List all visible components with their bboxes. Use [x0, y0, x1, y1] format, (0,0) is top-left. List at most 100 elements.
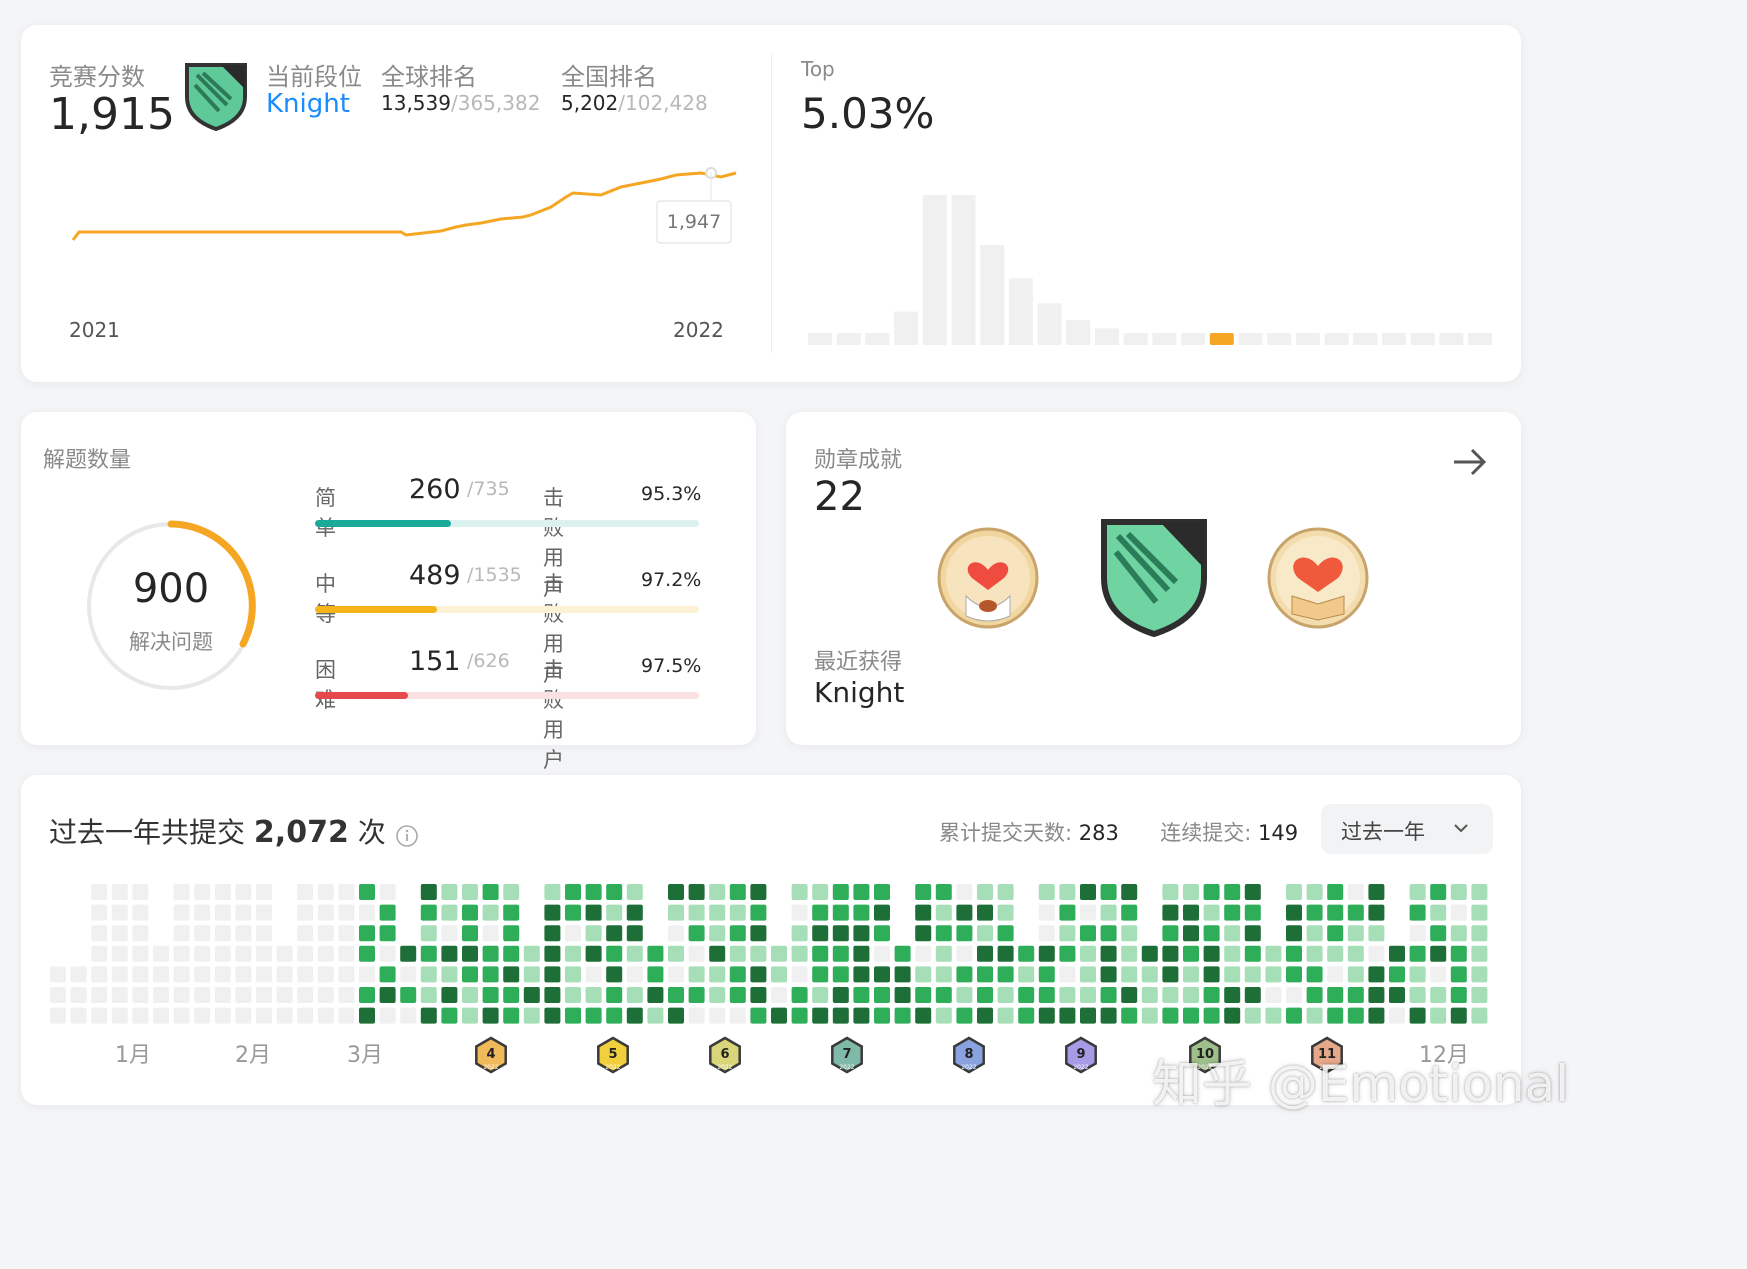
heatmap-cell — [1409, 987, 1426, 1003]
heatmap-cell — [874, 925, 890, 942]
heatmap-cell — [1450, 966, 1467, 983]
heatmap-cell — [359, 904, 375, 921]
heatmap-cell — [1265, 1007, 1282, 1024]
heatmap-cell — [791, 884, 808, 900]
heatmap-cell — [1244, 1007, 1261, 1024]
heatmap-cell — [153, 966, 169, 983]
heatmap-cell — [338, 1007, 355, 1024]
heatmap-cell — [523, 966, 540, 983]
distribution-bar-current — [1209, 333, 1234, 345]
heatmap-cell — [317, 1007, 334, 1024]
chart-start-label: 2021 — [69, 318, 120, 342]
month-badge-year: 2022 — [483, 1064, 498, 1071]
heatmap-cell — [1450, 945, 1467, 962]
heatmap-cell — [1100, 904, 1117, 921]
heatmap-cell — [544, 987, 561, 1003]
heatmap-cell — [1203, 904, 1220, 921]
national-rank-label: 全国排名 — [561, 63, 657, 91]
heatmap-cell — [1430, 945, 1447, 962]
difficulty-solved: 489 — [409, 560, 461, 591]
watermark: 知乎 @Emotional — [1152, 1055, 1570, 1113]
distribution-bar — [1324, 333, 1349, 345]
heatmap-cell — [1265, 945, 1282, 962]
heatmap-cell — [359, 987, 375, 1003]
heatmap-cell — [1080, 904, 1096, 921]
heatmap-cell — [111, 1007, 128, 1024]
recent-badge-value: Knight — [814, 676, 905, 709]
heatmap-cell — [1059, 966, 1076, 983]
heatmap-cell — [379, 904, 396, 921]
month-badge-year: 2022 — [717, 1064, 732, 1071]
heatmap-cell — [1162, 1007, 1179, 1024]
heart-book-badge-icon[interactable] — [1266, 526, 1370, 630]
heatmap-cell — [70, 966, 87, 983]
heatmap-cell — [214, 904, 231, 921]
heatmap-cell — [400, 966, 417, 983]
heatmap-cell — [235, 966, 252, 983]
heatmap-cell — [853, 966, 870, 983]
heatmap-cell — [874, 987, 890, 1003]
heatmap-cell — [668, 904, 684, 921]
month-badge-year: 2022 — [1319, 1064, 1334, 1071]
heatmap-cell — [709, 945, 726, 962]
beat-label: 击败用户 — [543, 658, 564, 772]
month-badge-icon: 8 2022 — [953, 1036, 985, 1074]
heatmap-cell — [1100, 884, 1117, 900]
heatmap-cell — [1347, 945, 1364, 962]
heatmap-cell — [709, 904, 726, 921]
heart-face-badge-icon[interactable] — [936, 526, 1040, 630]
difficulty-total: /1535 — [467, 564, 522, 586]
heatmap-cell — [503, 945, 520, 962]
heatmap-cell — [1038, 987, 1055, 1003]
beat-value: 95.3% — [641, 483, 702, 505]
heatmap-cell — [1203, 925, 1220, 942]
solved-total-label: 解决问题 — [129, 630, 213, 654]
month-badge-number: 11 — [1318, 1047, 1336, 1062]
heatmap-cell — [1265, 987, 1282, 1003]
info-icon[interactable] — [395, 822, 419, 847]
heatmap-cell — [1100, 987, 1117, 1003]
difficulty-bar-track — [315, 520, 699, 527]
heatmap-cell — [709, 925, 726, 942]
submissions-title-prefix: 过去一年共提交 — [49, 816, 246, 849]
range-dropdown[interactable]: 过去一年 — [1321, 804, 1493, 854]
heatmap-cell — [214, 1007, 231, 1024]
heatmap-cell — [771, 945, 787, 962]
knight-badge-icon[interactable] — [1094, 512, 1214, 640]
heatmap-cell — [256, 945, 272, 962]
heatmap-cell — [894, 966, 911, 983]
heatmap-cell — [1306, 884, 1323, 900]
heatmap-cell — [1347, 904, 1364, 921]
heatmap-cell — [1162, 884, 1179, 900]
heatmap-cell — [1471, 904, 1488, 921]
heatmap-cell — [1450, 925, 1467, 942]
heatmap-cell — [791, 966, 808, 983]
heatmap-cell — [379, 884, 396, 900]
heatmap-cell — [1203, 966, 1220, 983]
rating-line-chart[interactable]: 1,947 2021 2022 — [61, 155, 741, 355]
beat-value: 97.5% — [641, 655, 702, 677]
heatmap-cell — [647, 945, 664, 962]
heatmap-cell — [1038, 1007, 1055, 1024]
heatmap-cell — [441, 1007, 458, 1024]
heatmap-cell — [1018, 966, 1035, 983]
distribution-bar — [1066, 320, 1091, 345]
heatmap-cell — [812, 884, 829, 900]
heatmap-cell — [565, 925, 581, 942]
rank-distribution-chart[interactable] — [806, 185, 1496, 350]
heatmap-cell — [688, 884, 705, 900]
heatmap-cell — [1286, 884, 1302, 900]
heatmap-cell — [317, 884, 334, 900]
heatmap-cell — [1430, 1007, 1447, 1024]
heatmap-cell — [709, 966, 726, 983]
heatmap-cell — [1038, 945, 1055, 962]
heatmap-cell — [832, 884, 849, 900]
difficulty-label: 中等 — [315, 572, 336, 626]
arrow-right-icon[interactable] — [1450, 442, 1490, 482]
rank-value[interactable]: Knight — [266, 89, 350, 119]
heatmap-cell — [729, 925, 746, 942]
heatmap-cell — [1183, 945, 1199, 962]
heatmap-cell — [997, 1007, 1014, 1024]
heatmap-cell — [956, 945, 973, 962]
heatmap-cell — [173, 966, 190, 983]
